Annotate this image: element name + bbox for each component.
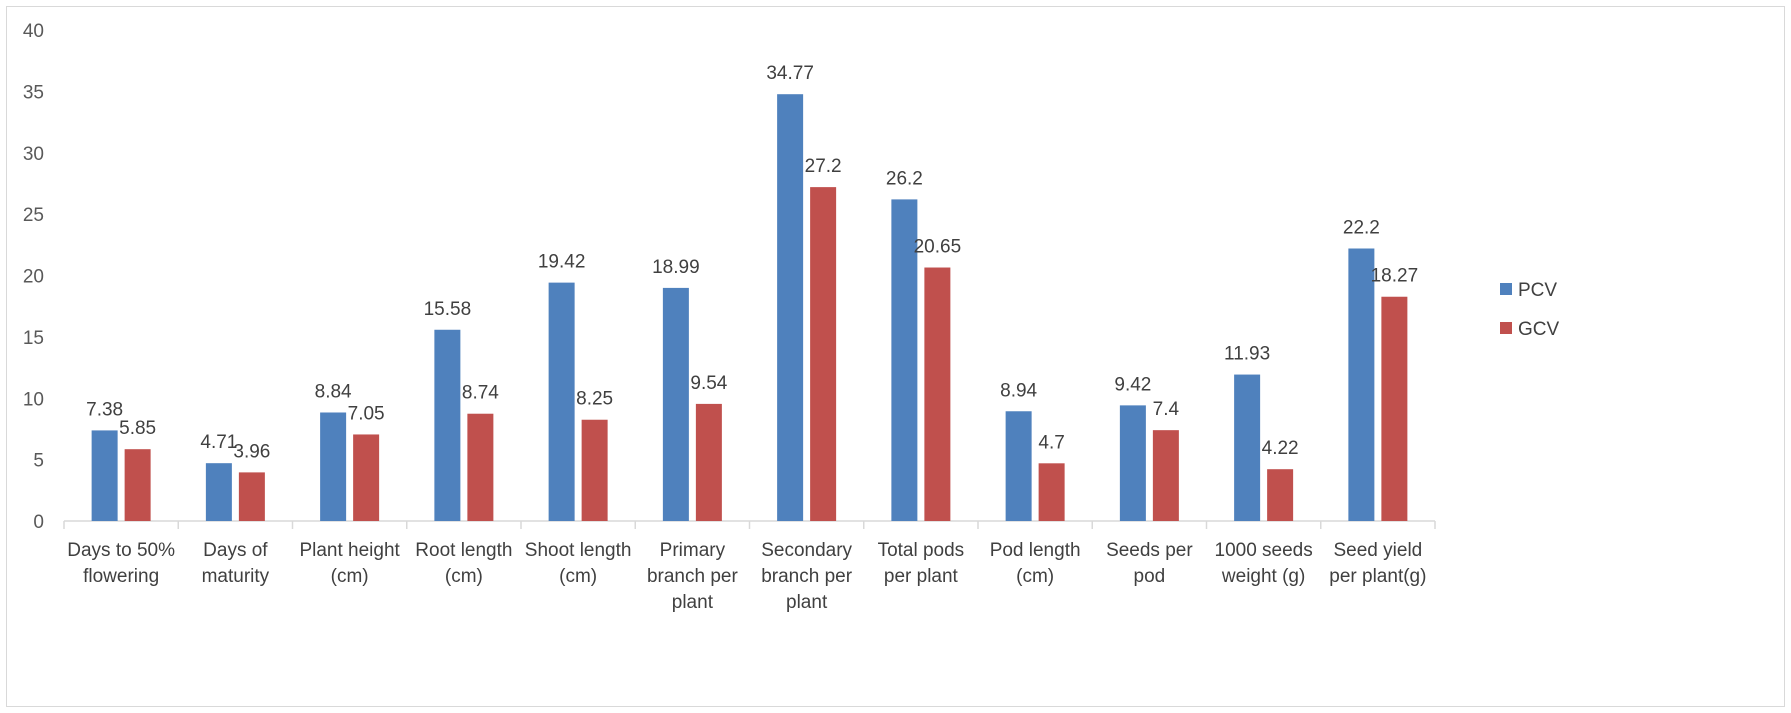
bar-pcv [662,287,689,521]
bar-gcv [695,403,722,521]
data-label-gcv: 7.05 [348,403,385,424]
data-label-pcv: 34.77 [766,63,814,84]
data-label-gcv: 8.25 [576,389,613,410]
x-category-label: Pod length [990,540,1081,561]
y-tick-label: 5 [33,451,44,472]
x-category-label: Days of [203,540,268,561]
y-tick-label: 10 [23,389,44,410]
bar-gcv [1381,296,1408,521]
data-label-pcv: 19.42 [538,252,586,273]
y-tick-label: 40 [23,21,44,42]
x-category-label: Root length [415,540,512,561]
data-label-pcv: 7.38 [86,399,123,420]
bar-gcv [581,419,608,521]
bar-gcv [1267,469,1294,521]
data-label-pcv: 9.42 [1114,374,1151,395]
data-label-gcv: 4.22 [1262,438,1299,459]
data-label-pcv: 18.99 [652,257,700,278]
data-label-gcv: 8.74 [462,383,499,404]
data-label-gcv: 27.2 [805,156,842,177]
bar-pcv [1119,405,1146,521]
data-label-pcv: 11.93 [1224,344,1270,365]
legend-label-gcv: GCV [1518,319,1560,340]
data-labels: 7.385.85 4.713.96 8.847.05 15.58 8.74 19.42 8.… [86,63,1418,462]
bar-gcv [353,434,380,521]
bar-pcv [434,329,461,521]
x-category-label: Seeds per [1106,540,1193,561]
bar-pcv [1234,374,1261,521]
x-category-label: Total pods [878,540,965,561]
x-category-label: branch per [647,566,739,587]
bar-pcv [91,430,118,521]
bars [91,94,1408,522]
x-category-label: Days to 50% [67,540,175,561]
y-tick-label: 15 [23,328,44,349]
bar-pcv [205,463,232,521]
bar-gcv [1038,463,1065,521]
y-tick-label: 30 [23,144,44,165]
bar-pcv [891,199,918,521]
data-label-gcv: 5.85 [119,418,156,439]
legend-swatch-pcv [1500,283,1512,295]
y-tick-label: 25 [23,205,44,226]
bar-gcv [467,413,494,521]
data-label-gcv: 9.54 [690,373,727,394]
x-category-label: plant [672,592,714,613]
data-label-pcv: 8.84 [315,381,352,402]
data-label-pcv: 26.2 [886,168,923,189]
bar-pcv [1005,411,1032,521]
x-category-label: Primary [660,540,726,561]
legend-label-pcv: PCV [1518,280,1557,301]
data-label-gcv: 3.96 [233,441,270,462]
bar-gcv [124,449,151,521]
x-category-label: branch per [761,566,853,587]
x-category-label: per plant(g) [1329,566,1426,587]
data-label-gcv: 7.4 [1153,399,1180,420]
x-axis: Days to 50% flowering Days of maturity Plant… [63,520,1436,613]
data-label-gcv: 20.65 [914,237,962,258]
x-category-label: weight (g) [1221,566,1305,587]
x-category-label: maturity [202,566,270,587]
data-label-gcv: 4.7 [1038,432,1064,453]
x-category-label: pod [1134,566,1166,587]
legend: PCV GCV [1500,280,1560,340]
legend-swatch-gcv [1500,322,1512,334]
y-tick-label: 20 [23,267,44,288]
y-tick-label: 35 [23,82,44,103]
data-label-pcv: 22.2 [1343,217,1380,238]
bar-pcv [1348,248,1375,521]
x-category-label: (cm) [1016,566,1054,587]
x-category-label: plant [786,592,828,613]
bar-gcv [238,472,265,521]
x-category-label: (cm) [559,566,597,587]
bar-gcv [924,267,951,521]
x-category-label: Plant height [299,540,400,561]
x-category-label: (cm) [445,566,483,587]
x-category-label: Shoot length [525,540,632,561]
data-label-gcv: 18.27 [1371,266,1419,287]
bar-pcv [548,282,575,521]
bar-gcv [1152,430,1179,521]
x-category-label: Secondary [761,540,852,561]
y-axis: 0 5 10 15 20 25 30 35 40 [23,21,44,533]
data-label-pcv: 8.94 [1000,380,1037,401]
x-category-label: per plant [884,566,959,587]
x-category-label: flowering [83,566,159,587]
bar-pcv [320,412,347,521]
bar-pcv [777,94,804,522]
bar-gcv [810,187,837,521]
x-category-label: (cm) [331,566,369,587]
data-label-pcv: 15.58 [424,299,472,320]
y-tick-label: 0 [33,512,44,533]
x-category-label: Seed yield [1334,540,1423,561]
x-category-label: 1000 seeds [1215,540,1313,561]
data-label-pcv: 4.71 [200,432,237,453]
